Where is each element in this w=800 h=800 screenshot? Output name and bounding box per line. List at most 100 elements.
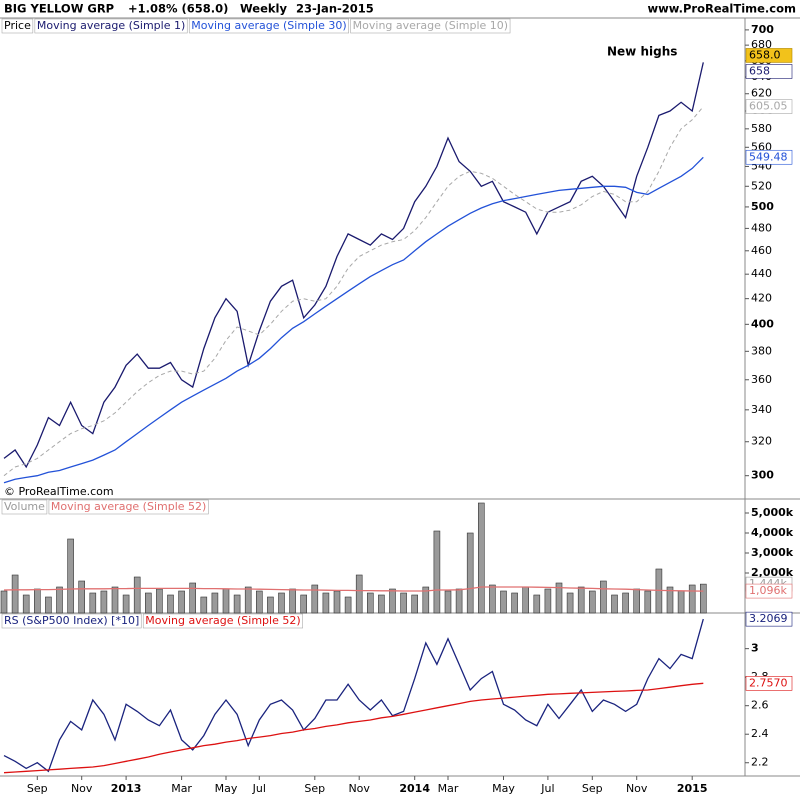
volume-bar	[22, 594, 30, 614]
x-tick-label: 2014	[399, 782, 430, 795]
series-line	[3, 106, 704, 477]
volume-bar	[688, 584, 696, 614]
symbol: BIG YELLOW GRP	[4, 2, 114, 16]
y-tick-label: 2.2	[751, 756, 769, 769]
y-tick-label: 680	[751, 38, 772, 51]
volume-bar	[89, 592, 97, 614]
period: Weekly	[240, 2, 287, 16]
volume-bar	[633, 588, 641, 614]
volume-bar	[289, 588, 296, 614]
x-tick-label: Sep	[582, 782, 603, 795]
value-badge	[745, 611, 793, 627]
volume-bar	[455, 588, 463, 614]
volume-bar	[611, 594, 618, 614]
value-badge-text: 3.2069	[749, 612, 788, 625]
x-tick-label: Mar	[171, 782, 192, 795]
volume-bar	[311, 584, 319, 614]
x-tick-label: Mar	[438, 782, 459, 795]
volume-bar	[622, 592, 629, 614]
x-tick-label: Jul	[540, 782, 554, 795]
volume-bar	[145, 592, 152, 614]
series-line	[3, 682, 704, 774]
volume-bar	[500, 590, 507, 614]
volume-bar	[233, 594, 241, 614]
x-tick-label: Nov	[626, 782, 648, 795]
y-tick-label: 500	[751, 200, 774, 213]
volume-bar	[477, 502, 485, 614]
volume-bar	[211, 592, 219, 614]
y-tick-label: 3,000k	[751, 546, 794, 559]
y-tick-label: 460	[751, 244, 772, 257]
y-tick-label: 2.6	[751, 699, 769, 712]
y-tick-label: 400	[751, 317, 774, 330]
legend-box	[142, 613, 303, 629]
volume-bar	[422, 586, 430, 614]
volume-bar	[0, 590, 8, 614]
volume-bar	[577, 586, 585, 614]
volume-bar	[378, 594, 385, 614]
volume-bar	[555, 582, 563, 614]
volume-bar	[122, 594, 130, 614]
legend-box	[1, 18, 34, 34]
value-badge-text: 549.48	[749, 150, 788, 163]
value-badge	[745, 583, 793, 599]
volume-bar	[588, 590, 596, 614]
volume-bar	[11, 574, 19, 614]
volume-bar	[355, 574, 363, 614]
volume-bar	[400, 592, 407, 614]
legend-box	[1, 613, 142, 629]
series-line	[3, 618, 704, 773]
volume-bar	[333, 590, 341, 614]
y-tick-label: 480	[751, 221, 772, 234]
volume-bar	[255, 590, 263, 614]
volume-bar	[433, 530, 441, 614]
change: +1.08% (658.0)	[128, 2, 228, 16]
legend-entry: RS (S&P500 Index) [*10]	[4, 614, 139, 627]
legend-box	[34, 18, 188, 34]
volume-bar	[33, 588, 41, 614]
volume-bar	[644, 590, 652, 614]
volume-bar	[411, 594, 419, 614]
x-tick-label: Sep	[304, 782, 325, 795]
y-tick-label: 320	[751, 435, 772, 448]
volume-bar	[489, 584, 496, 614]
legend-entry: Volume	[4, 500, 45, 513]
value-badge-text: 2.7570	[749, 676, 788, 689]
legend-box	[1, 499, 48, 515]
series-line	[3, 156, 704, 484]
legend-box	[350, 18, 511, 34]
volume-bar	[189, 582, 196, 614]
volume-bar	[200, 596, 208, 614]
volume-bar	[156, 588, 163, 614]
volume-bar	[522, 586, 530, 614]
y-tick-label: 340	[751, 403, 772, 416]
x-tick-label: 2013	[111, 782, 142, 795]
value-badge-text: 658	[749, 64, 770, 77]
volume-bar	[167, 594, 174, 614]
value-badge	[745, 64, 793, 79]
volume-bar	[222, 588, 230, 614]
volume-bar	[344, 596, 352, 614]
volume-bar	[267, 596, 274, 614]
y-tick-label: 620	[751, 87, 772, 100]
legend-entry: Moving average (Simple 1)	[37, 19, 185, 32]
y-tick-label: 3	[751, 642, 759, 655]
volume-bar	[444, 590, 452, 614]
volume-bar	[466, 532, 474, 614]
volume-bar	[544, 588, 552, 614]
y-tick-label: 420	[751, 292, 772, 305]
legend-box	[188, 18, 349, 34]
last-price-text: 658.0	[749, 48, 781, 61]
series-line	[3, 586, 704, 592]
volume-bar	[666, 586, 674, 614]
x-tick-label: Nov	[71, 782, 93, 795]
y-tick-label: 300	[751, 469, 774, 482]
volume-bar	[300, 594, 308, 614]
legend-entry: Price	[4, 19, 31, 32]
y-tick-label: 4,000k	[751, 526, 794, 539]
volume-bar	[322, 592, 330, 614]
volume-bar	[133, 576, 141, 614]
volume-bar	[600, 580, 607, 614]
legend-entry: Moving average (Simple 52)	[51, 500, 206, 513]
y-tick-label: 520	[751, 179, 772, 192]
